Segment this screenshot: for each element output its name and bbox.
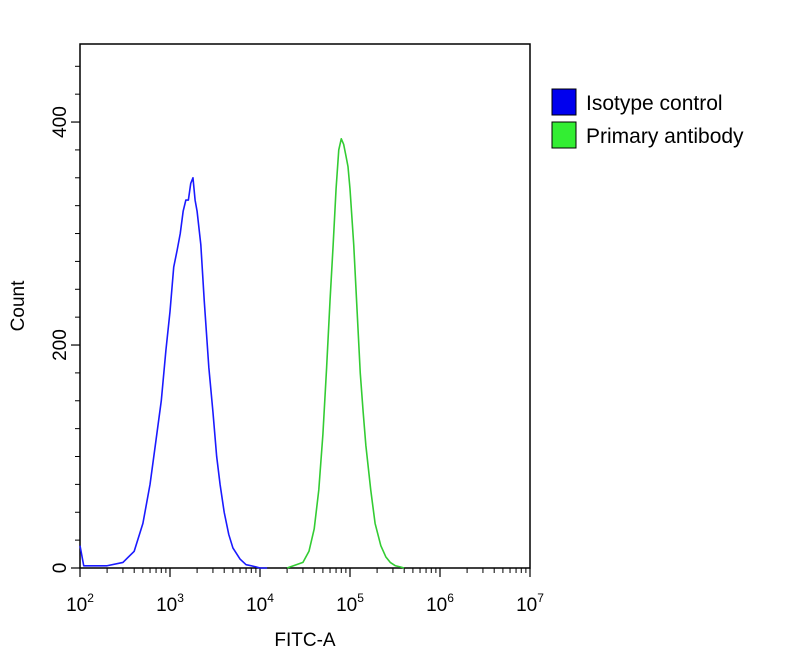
x-tick-base: 10	[336, 595, 357, 616]
x-tick-label: 102	[66, 591, 94, 616]
legend-label-primary-antibody: Primary antibody	[586, 125, 744, 148]
axis-ticks	[71, 65, 531, 577]
x-tick-base: 10	[66, 595, 87, 616]
x-tick-base: 10	[246, 595, 267, 616]
x-tick-label: 106	[426, 591, 454, 616]
legend-swatch-primary-antibody	[551, 121, 577, 149]
x-axis-title: FITC-A	[274, 630, 336, 651]
x-tick-label: 105	[336, 591, 364, 616]
y-tick-label: 0	[50, 563, 71, 574]
x-tick-exponent: 5	[357, 591, 364, 605]
series-layer	[79, 137, 405, 569]
y-tick-labels: 0 200 400	[50, 106, 71, 573]
y-axis-title: Count	[8, 280, 29, 331]
x-tick-label: 104	[246, 591, 274, 616]
x-tick-exponent: 2	[87, 591, 94, 605]
legend-label-isotype-control: Isotype control	[586, 92, 723, 115]
y-tick-label: 200	[50, 329, 71, 361]
legend: Isotype control Primary antibody	[551, 88, 744, 149]
x-tick-label: 107	[516, 591, 544, 616]
x-tick-exponent: 4	[267, 591, 274, 605]
x-tick-exponent: 3	[177, 591, 184, 605]
x-tick-base: 10	[516, 595, 537, 616]
x-tick-exponent: 7	[537, 591, 544, 605]
plot-frame	[79, 43, 531, 569]
x-tick-base: 10	[156, 595, 177, 616]
x-tick-labels: 102 103 104 105 106 107	[66, 591, 544, 616]
x-tick-base: 10	[426, 595, 447, 616]
x-tick-exponent: 6	[447, 591, 454, 605]
y-tick-label: 400	[50, 106, 71, 138]
series-line-isotype-control	[79, 176, 268, 569]
legend-swatch-isotype-control	[551, 88, 577, 116]
x-tick-label: 103	[156, 591, 184, 616]
series-line-primary-antibody	[286, 137, 405, 569]
